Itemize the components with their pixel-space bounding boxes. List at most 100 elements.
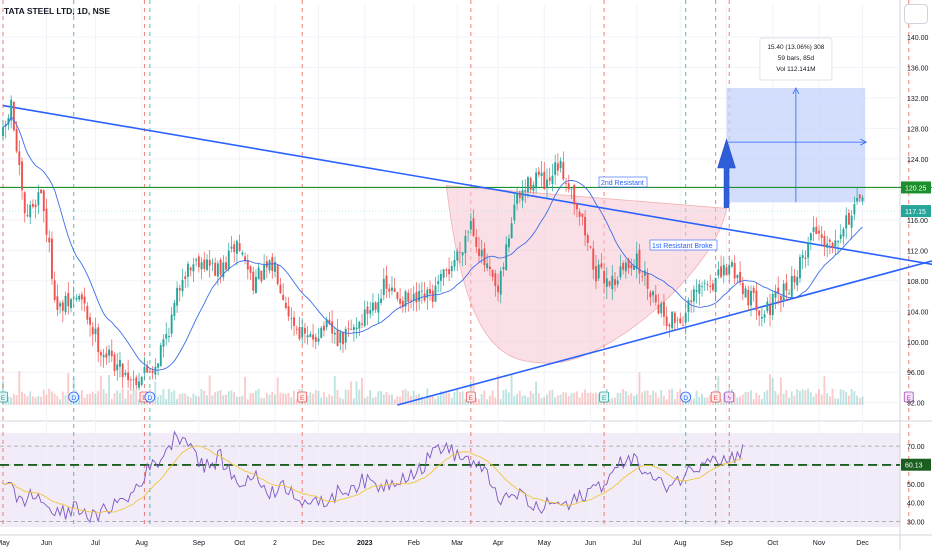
volume-bar xyxy=(369,390,372,405)
candle-body xyxy=(119,359,121,367)
candle-body xyxy=(437,281,440,285)
volume-bar xyxy=(807,388,810,405)
volume-bar xyxy=(380,390,382,405)
volume-bar xyxy=(407,391,410,405)
candle-body xyxy=(796,277,799,286)
candle-body xyxy=(135,377,138,386)
candle-body xyxy=(401,300,404,307)
candle-body xyxy=(127,372,130,381)
event-badge-dividend xyxy=(680,391,692,403)
volume-bar xyxy=(532,393,535,405)
volume-bar xyxy=(206,395,208,405)
volume-bar xyxy=(842,390,845,405)
candle-body xyxy=(249,266,252,273)
candle-body xyxy=(584,216,587,236)
candle-body xyxy=(760,317,763,319)
candle-body xyxy=(2,127,4,137)
volume-bar xyxy=(244,376,246,405)
candle-body xyxy=(565,182,567,184)
volume-bar xyxy=(118,392,121,405)
candle-body xyxy=(26,215,29,217)
volume-bar xyxy=(56,396,59,405)
volume-bar xyxy=(263,398,266,405)
candle-body xyxy=(649,292,652,298)
candle-body xyxy=(203,259,206,269)
volume-bar xyxy=(129,393,132,405)
breakout-arrow xyxy=(717,138,736,208)
candle-body xyxy=(97,327,100,353)
candle-body xyxy=(385,275,388,289)
volume-bar xyxy=(347,389,350,405)
candle-body xyxy=(771,293,774,316)
candle-body xyxy=(551,175,554,184)
volume-bar xyxy=(176,398,178,405)
volume-bar xyxy=(565,392,567,405)
volume-bar xyxy=(668,389,671,405)
chart-menu-button[interactable] xyxy=(904,4,928,24)
candle-body xyxy=(559,160,562,169)
volume-bar xyxy=(322,392,325,405)
symbol-title: TATA STEEL LTD, 1D, NSE xyxy=(4,6,111,16)
candle-body xyxy=(333,332,336,335)
candle-body xyxy=(535,172,538,188)
volume-bar xyxy=(747,392,750,405)
candle-body xyxy=(782,283,785,301)
volume-bar xyxy=(662,395,665,405)
volume-bar xyxy=(616,392,619,405)
volume-bar xyxy=(309,392,312,405)
volume-bar xyxy=(40,396,42,405)
candle-body xyxy=(320,327,323,338)
candle-body xyxy=(189,267,192,271)
candle-body xyxy=(45,208,48,235)
volume-bar xyxy=(695,390,698,405)
volume-bar xyxy=(793,395,796,405)
volume-bar xyxy=(268,394,271,405)
candle-body xyxy=(714,277,717,293)
volume-bar xyxy=(388,395,391,405)
candle-body xyxy=(475,237,478,248)
volume-bar xyxy=(521,395,524,405)
volume-bar xyxy=(831,388,834,405)
volume-bar xyxy=(622,389,625,405)
candle-body xyxy=(516,193,519,204)
candle-body xyxy=(374,302,377,310)
volume-bar xyxy=(396,396,399,405)
candle-body xyxy=(709,285,712,287)
candle-body xyxy=(208,259,211,266)
volume-bar xyxy=(385,391,388,405)
candle-body xyxy=(170,314,173,334)
candle-body xyxy=(110,350,113,357)
volume-bar xyxy=(763,391,766,405)
candle-body xyxy=(312,334,315,340)
candle-body xyxy=(323,325,325,331)
candle-body xyxy=(657,304,660,314)
measure-label-box xyxy=(759,37,833,81)
candle-body xyxy=(176,287,179,306)
candle-body xyxy=(393,288,396,292)
candle-body xyxy=(178,288,181,291)
candle-body xyxy=(80,294,83,300)
volume-bar xyxy=(483,390,486,405)
price-tick-label: 124.00 xyxy=(907,157,929,164)
candle-body xyxy=(624,262,627,272)
volume-bar xyxy=(94,393,97,405)
time-tick-label: Oct xyxy=(234,540,245,547)
volume-bar xyxy=(551,389,554,405)
time-tick-label: May xyxy=(538,540,552,547)
volume-bar xyxy=(374,396,377,405)
volume-bar xyxy=(445,392,448,405)
volume-bar xyxy=(573,392,576,405)
candle-body xyxy=(828,239,831,242)
candle-body xyxy=(206,259,208,270)
candle-body xyxy=(690,300,693,303)
volume-bar xyxy=(646,390,649,405)
volume-bar xyxy=(257,388,260,405)
volume-bar xyxy=(526,397,529,405)
volume-bar xyxy=(377,391,380,405)
volume-bar xyxy=(627,395,630,405)
volume-bar xyxy=(652,390,654,405)
volume-bar xyxy=(192,393,195,405)
volume-bar xyxy=(633,395,635,405)
volume-bar xyxy=(352,398,355,405)
